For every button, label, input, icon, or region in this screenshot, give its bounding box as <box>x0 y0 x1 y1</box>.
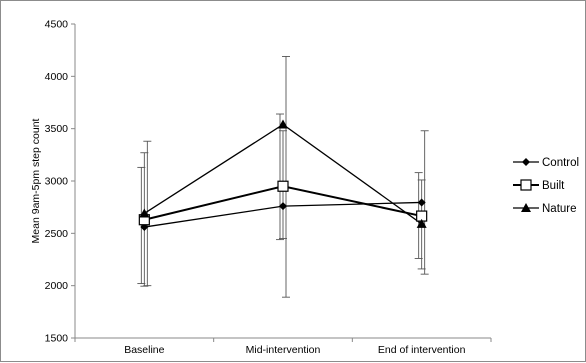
marker-control <box>279 202 287 211</box>
legend-label: Nature <box>542 203 577 215</box>
legend-marker-built <box>520 179 532 191</box>
legend-label: Built <box>542 180 565 192</box>
y-axis-title: Mean 9am-5pm step count <box>30 118 42 243</box>
y-tick-label: 4000 <box>45 71 69 83</box>
y-tick-label: 2500 <box>45 228 69 240</box>
legend-label: Control <box>542 157 579 169</box>
marker-control <box>417 198 426 207</box>
y-tick-label: 1500 <box>45 333 69 345</box>
marker-built <box>277 180 289 192</box>
y-tick-label: 3500 <box>45 123 69 135</box>
y-tick-label: 3000 <box>45 176 69 188</box>
legend-marker-control <box>522 158 530 166</box>
x-tick-label: Baseline <box>124 344 164 356</box>
x-tick-label: End of intervention <box>378 344 466 356</box>
y-tick-label: 4500 <box>45 19 69 31</box>
marker-nature <box>278 119 288 129</box>
x-tick-label: Mid-intervention <box>246 344 321 356</box>
legend-marker-nature <box>521 203 531 212</box>
axes: 1500 2000 2500 3000 3500 4000 4500 Baseline Mid-… <box>45 19 492 356</box>
error-bars <box>137 55 429 298</box>
series-markers <box>138 119 428 232</box>
legend: Control Built Nature <box>513 157 579 215</box>
y-tick-label: 2000 <box>45 280 69 292</box>
marker-nature <box>416 218 427 228</box>
marker-nature <box>139 208 150 218</box>
